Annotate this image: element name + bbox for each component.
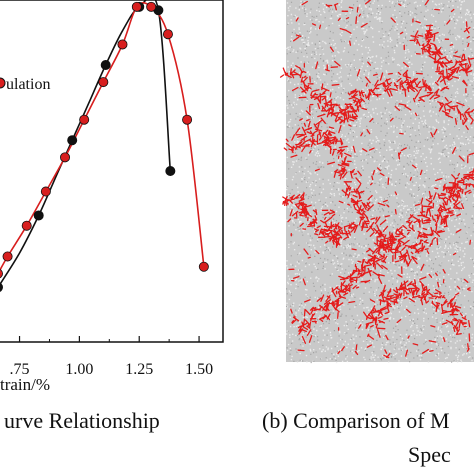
series-point-1 — [162, 29, 173, 40]
series-point-0 — [100, 59, 111, 70]
series-point-1 — [79, 114, 90, 125]
series-point-1 — [182, 114, 193, 125]
series-point-1 — [98, 77, 109, 88]
series-point-0 — [67, 135, 78, 146]
x-tick-label: 1.25 — [125, 361, 153, 378]
series-point-1 — [131, 1, 142, 12]
series-point-1 — [198, 261, 209, 272]
caption-a: urve Relationship — [4, 408, 160, 433]
series-point-1 — [0, 269, 3, 279]
caption-b-line1: (b) Comparison of M — [262, 408, 450, 433]
series-point-1 — [2, 251, 13, 262]
series-line-0 — [0, 0, 172, 286]
series-point-0 — [165, 165, 176, 176]
crack-pattern — [279, 0, 474, 359]
legend-label: ulation — [6, 76, 50, 93]
x-tick-label: 1.00 — [65, 361, 93, 378]
x-tick-label: 1.50 — [185, 361, 213, 378]
series-point-1 — [117, 39, 128, 50]
series-point-1 — [21, 220, 32, 231]
legend-marker — [0, 77, 6, 89]
series-point-0 — [33, 210, 44, 221]
series-point-0 — [0, 282, 3, 292]
series-point-1 — [60, 152, 71, 163]
x-axis-ticks: .75 1.00 1.25 1.50 — [10, 336, 213, 378]
caption-b-line2: Spec — [408, 442, 451, 467]
plot-series — [0, 0, 209, 292]
x-tick-label: .75 — [10, 361, 30, 378]
crack-segments — [279, 0, 474, 359]
plot-frame — [0, 0, 224, 343]
series-point-1 — [40, 186, 51, 197]
series-point-1 — [146, 1, 157, 12]
x-axis-label: train/% — [0, 375, 50, 394]
